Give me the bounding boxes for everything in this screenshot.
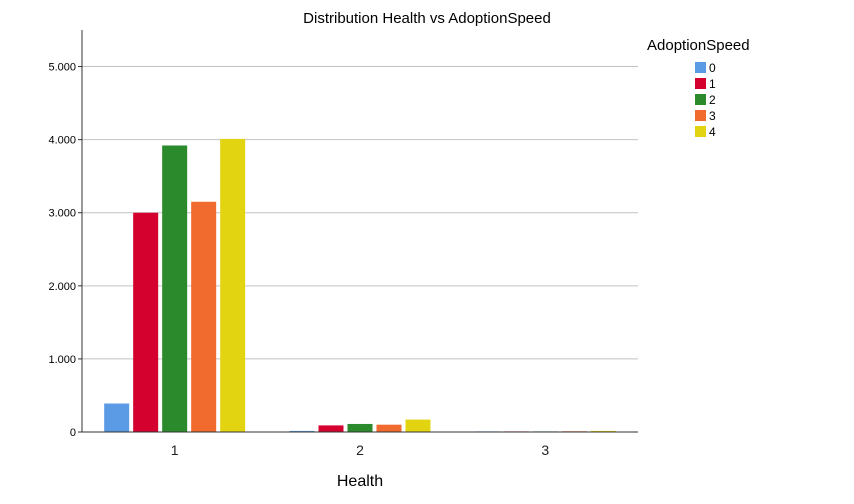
bar-health-1-speed-1 bbox=[133, 212, 159, 432]
legend-label-2: 2 bbox=[709, 93, 716, 107]
legend-label-4: 4 bbox=[709, 125, 716, 139]
bar-health-3-speed-4 bbox=[590, 430, 616, 432]
bar-health-1-speed-0 bbox=[104, 403, 130, 432]
y-tick-label: 2.000 bbox=[48, 281, 76, 293]
y-tick-label: 5.000 bbox=[48, 62, 76, 74]
bar-health-1-speed-2 bbox=[162, 145, 188, 432]
x-axis-label: Health bbox=[337, 473, 383, 490]
legend-swatch-2 bbox=[695, 94, 706, 105]
bar-health-2-speed-1 bbox=[318, 425, 344, 432]
legend-label-3: 3 bbox=[709, 109, 716, 123]
legend-swatch-4 bbox=[695, 126, 706, 137]
bar-health-2-speed-0 bbox=[289, 430, 315, 432]
bars bbox=[104, 138, 616, 432]
bar-health-2-speed-4 bbox=[405, 419, 431, 432]
legend: 0 1 2 3 4 bbox=[695, 61, 716, 139]
bar-health-2-speed-3 bbox=[376, 424, 402, 432]
y-tick-label: 4.000 bbox=[48, 135, 76, 147]
x-tick-label: 1 bbox=[171, 442, 179, 458]
legend-label-1: 1 bbox=[709, 77, 716, 91]
legend-swatch-0 bbox=[695, 62, 706, 73]
bar-health-1-speed-4 bbox=[220, 138, 246, 432]
y-tick-label: 1.000 bbox=[48, 354, 76, 366]
legend-swatch-1 bbox=[695, 78, 706, 89]
y-axis-ticks: 0 1.000 2.000 3.000 4.000 5.000 bbox=[48, 62, 82, 439]
x-tick-label: 3 bbox=[541, 442, 549, 458]
x-tick-label: 2 bbox=[356, 442, 364, 458]
bar-health-1-speed-3 bbox=[191, 201, 217, 432]
legend-label-0: 0 bbox=[709, 61, 716, 75]
chart-title: Distribution Health vs AdoptionSpeed bbox=[303, 10, 551, 27]
y-tick-label: 0 bbox=[70, 427, 76, 439]
bar-health-2-speed-2 bbox=[347, 423, 373, 432]
legend-swatch-3 bbox=[695, 110, 706, 121]
y-tick-label: 3.000 bbox=[48, 208, 76, 220]
x-axis-ticks: 1 2 3 bbox=[171, 442, 550, 458]
legend-title: AdoptionSpeed bbox=[647, 37, 750, 54]
